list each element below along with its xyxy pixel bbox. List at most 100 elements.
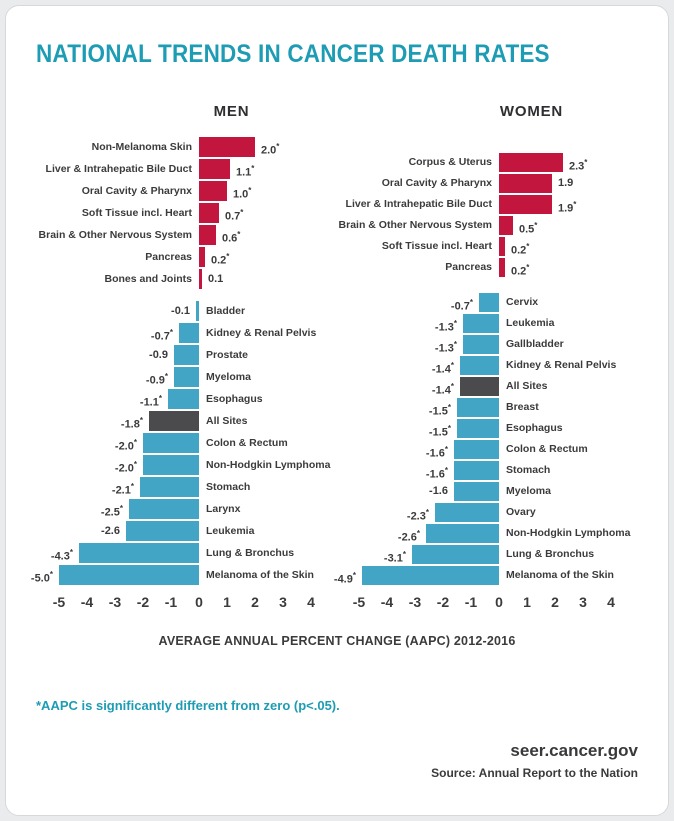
bar-liver-intrahepatic-bile-duct: [499, 195, 552, 214]
category-label: Cervix: [506, 296, 539, 308]
bar-row-non-hodgkin-lymphoma: Non-Hodgkin Lymphoma -2.6*: [336, 523, 632, 544]
category-label: Colon & Rectum: [206, 437, 288, 449]
category-label: Lung & Bronchus: [206, 547, 295, 559]
bar-row-cervix: Cervix -0.7*: [336, 292, 632, 313]
significance-asterisk: *: [69, 548, 73, 557]
bar-row-myeloma: Myeloma -1.6: [336, 481, 632, 502]
category-label: Pancreas: [445, 261, 492, 273]
significance-asterisk: *: [130, 482, 134, 491]
category-label: Stomach: [506, 464, 551, 476]
category-label: Soft Tissue incl. Heart: [81, 207, 192, 219]
category-label: Gallbladder: [506, 338, 564, 350]
bar-row-colon-rectum: Colon & Rectum -2.0*: [36, 432, 332, 454]
bar-esophagus: [168, 389, 199, 409]
bar-all-sites: [460, 377, 499, 396]
value-label: -0.9*: [145, 372, 168, 387]
bar-larynx: [129, 499, 199, 519]
category-label: Melanoma of the Skin: [206, 569, 314, 581]
bar-lung-bronchus: [79, 543, 199, 563]
category-label: Bladder: [206, 305, 246, 317]
bar-row-esophagus: Esophagus -1.1*: [36, 388, 332, 410]
value-label: -1.1*: [139, 394, 162, 409]
axis-tick--2: -2: [136, 594, 150, 610]
significance-asterisk: *: [169, 328, 173, 337]
value-label: 0.2*: [511, 242, 530, 257]
infographic-card: NATIONAL TRENDS IN CANCER DEATH RATES ME…: [5, 5, 669, 816]
bar-oral-cavity-pharynx: [499, 174, 552, 193]
category-label: Non-Hodgkin Lymphoma: [506, 527, 631, 539]
category-label: Soft Tissue incl. Heart: [381, 240, 492, 252]
category-label: All Sites: [206, 415, 248, 427]
bar-soft-tissue-incl-heart: [199, 203, 219, 223]
category-label: Myeloma: [206, 371, 251, 383]
category-label: Brain & Other Nervous System: [338, 219, 492, 231]
bar-row-stomach: Stomach -2.1*: [36, 476, 332, 498]
value-label: 0.7*: [225, 208, 244, 223]
significance-asterisk: *: [453, 319, 457, 328]
bar-row-stomach: Stomach -1.6*: [336, 460, 632, 481]
value-label: -1.6*: [425, 466, 448, 481]
bar-row-non-melanoma-skin: Non-Melanoma Skin 2.0*: [36, 136, 332, 158]
bar-soft-tissue-incl-heart: [499, 237, 505, 256]
chart-men-plot: Non-Melanoma Skin 2.0* Liver & Intrahepati…: [31, 136, 332, 586]
category-label: Non-Hodgkin Lymphoma: [206, 459, 331, 471]
value-label: -1.6*: [425, 445, 448, 460]
significance-asterisk: *: [526, 263, 530, 272]
bar-stomach: [140, 477, 199, 497]
value-label: -1.3*: [434, 340, 457, 355]
value-label: -1.4*: [431, 361, 454, 376]
axis-tick-0: 0: [495, 594, 503, 610]
axis-tick-4: 4: [607, 594, 615, 610]
axis-tick-2: 2: [251, 594, 259, 610]
bar-row-soft-tissue-incl-heart: Soft Tissue incl. Heart 0.7*: [36, 202, 332, 224]
category-label: Ovary: [506, 506, 536, 518]
bar-cervix: [479, 293, 499, 312]
axis-tick--1: -1: [464, 594, 478, 610]
bar-leukemia: [463, 314, 499, 333]
category-label: Breast: [506, 401, 539, 413]
bar-row-leukemia: Leukemia -2.6: [36, 520, 332, 542]
chart-women-title: WOMEN: [499, 103, 564, 120]
value-label: 1.9*: [558, 200, 577, 215]
x-axis-title: AVERAGE ANNUAL PERCENT CHANGE (AAPC) 201…: [158, 634, 516, 648]
bar-row-larynx: Larynx -2.5*: [36, 498, 332, 520]
bar-row-bladder: Bladder -0.1: [36, 300, 332, 322]
bar-bladder: [196, 301, 199, 321]
bar-prostate: [174, 345, 199, 365]
value-label: 0.5*: [519, 221, 538, 236]
category-label: Colon & Rectum: [506, 443, 588, 455]
value-label: 2.3*: [569, 158, 588, 173]
bar-row-all-sites: All Sites -1.4*: [336, 376, 632, 397]
bar-pancreas: [499, 258, 505, 277]
bar-myeloma: [174, 367, 199, 387]
bar-row-colon-rectum: Colon & Rectum -1.6*: [336, 439, 632, 460]
bar-ovary: [435, 503, 499, 522]
bar-row-melanoma-of-the-skin: Melanoma of the Skin -4.9*: [334, 565, 632, 586]
significance-asterisk: *: [425, 508, 429, 517]
bar-row-lung-bronchus: Lung & Bronchus -3.1*: [336, 544, 632, 565]
value-label: 0.2*: [511, 263, 530, 278]
category-label: Larynx: [206, 503, 241, 515]
significance-asterisk: *: [526, 242, 530, 251]
value-label: 0.2*: [211, 252, 230, 267]
value-label: -2.5*: [100, 504, 123, 519]
value-label: 1.9: [558, 177, 574, 189]
bar-esophagus: [457, 419, 499, 438]
significance-asterisk: *: [444, 445, 448, 454]
category-label: Esophagus: [506, 422, 563, 434]
significance-asterisk: *: [447, 403, 451, 412]
axis-tick--3: -3: [408, 594, 422, 610]
value-label: -0.1: [171, 305, 190, 317]
significance-asterisk: *: [49, 570, 53, 579]
value-label: -2.6: [101, 525, 120, 537]
value-label: -5.0*: [30, 570, 53, 585]
value-label: -1.8*: [120, 416, 143, 431]
charts-row: MEN Non-Melanoma Skin 2.0* Liver & Intrahe…: [31, 103, 638, 618]
significance-asterisk: *: [469, 298, 473, 307]
bar-oral-cavity-pharynx: [199, 181, 227, 201]
axis-tick--1: -1: [164, 594, 178, 610]
category-label: Kidney & Renal Pelvis: [506, 359, 617, 371]
bar-brain-other-nervous-system: [499, 216, 513, 235]
bar-kidney-renal-pelvis: [460, 356, 499, 375]
